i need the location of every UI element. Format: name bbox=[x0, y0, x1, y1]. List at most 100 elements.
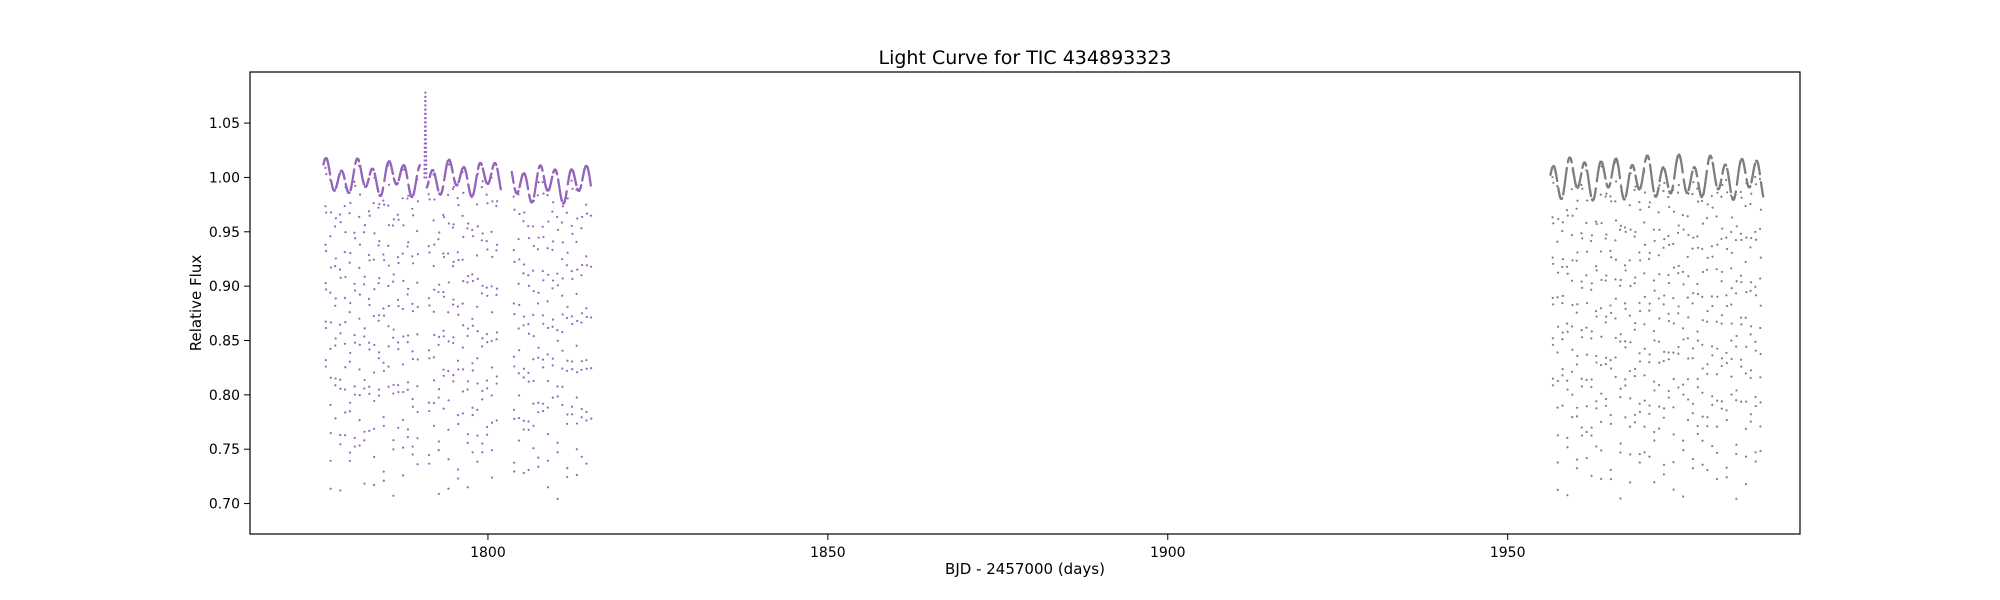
data-point bbox=[353, 341, 357, 344]
data-point bbox=[372, 483, 376, 487]
data-point bbox=[387, 385, 390, 388]
data-point bbox=[1672, 488, 1675, 491]
data-point bbox=[1609, 422, 1613, 425]
data-point bbox=[457, 368, 460, 371]
data-point bbox=[324, 326, 328, 330]
data-point bbox=[1705, 169, 1708, 172]
data-point bbox=[1614, 239, 1617, 242]
data-point bbox=[348, 459, 352, 462]
data-point bbox=[1565, 209, 1569, 212]
data-point bbox=[589, 184, 592, 187]
data-point bbox=[329, 376, 332, 379]
data-point bbox=[372, 314, 375, 318]
data-point bbox=[566, 413, 569, 416]
data-point bbox=[585, 307, 588, 310]
data-point bbox=[378, 277, 381, 280]
data-point bbox=[348, 261, 351, 264]
data-point bbox=[382, 416, 385, 419]
data-point bbox=[471, 406, 474, 409]
data-point bbox=[1696, 330, 1699, 333]
data-point bbox=[427, 180, 430, 183]
data-point bbox=[513, 208, 516, 211]
data-point bbox=[1643, 399, 1646, 402]
data-point bbox=[367, 253, 371, 257]
data-point bbox=[438, 231, 441, 234]
data-point bbox=[451, 171, 454, 174]
data-point bbox=[576, 268, 579, 271]
data-point bbox=[343, 204, 346, 208]
data-point bbox=[349, 301, 352, 305]
data-point bbox=[1590, 426, 1593, 429]
data-point bbox=[1576, 303, 1579, 306]
data-point bbox=[397, 218, 400, 221]
data-point bbox=[401, 363, 404, 366]
data-point bbox=[1576, 199, 1579, 202]
data-point bbox=[1609, 468, 1612, 472]
data-point bbox=[541, 181, 544, 184]
data-point bbox=[368, 303, 371, 307]
data-point bbox=[1629, 341, 1632, 344]
data-point bbox=[1551, 343, 1555, 346]
data-point bbox=[1556, 325, 1560, 328]
data-point bbox=[1590, 337, 1593, 340]
data-point bbox=[537, 401, 540, 404]
data-point bbox=[1580, 280, 1583, 283]
data-point bbox=[476, 357, 479, 360]
data-point bbox=[570, 405, 574, 408]
data-point bbox=[566, 305, 569, 308]
data-point bbox=[1648, 309, 1651, 312]
data-point bbox=[1691, 170, 1694, 173]
data-point bbox=[536, 194, 539, 197]
data-point bbox=[551, 248, 554, 252]
data-point bbox=[1638, 360, 1642, 363]
data-point bbox=[1605, 233, 1608, 236]
data-point bbox=[382, 479, 385, 482]
data-point bbox=[415, 178, 419, 181]
data-point bbox=[325, 249, 328, 253]
data-point bbox=[462, 324, 465, 327]
data-point bbox=[1638, 251, 1641, 254]
data-point bbox=[377, 244, 380, 247]
data-point bbox=[382, 314, 386, 317]
data-point bbox=[411, 405, 414, 408]
data-point bbox=[1643, 170, 1646, 173]
data-point bbox=[527, 237, 531, 240]
data-point bbox=[348, 191, 351, 194]
data-point bbox=[580, 360, 583, 363]
data-point bbox=[495, 375, 498, 378]
data-point bbox=[406, 177, 409, 180]
data-point bbox=[561, 277, 564, 280]
data-point bbox=[447, 252, 450, 255]
data-point bbox=[527, 274, 530, 277]
data-point bbox=[1681, 383, 1685, 386]
data-point bbox=[565, 264, 568, 267]
data-point bbox=[456, 197, 459, 200]
data-point bbox=[1614, 375, 1617, 379]
data-point bbox=[486, 202, 489, 205]
data-point bbox=[561, 205, 564, 208]
data-point bbox=[392, 328, 395, 331]
data-point bbox=[334, 217, 337, 220]
data-point bbox=[1696, 293, 1700, 296]
data-point bbox=[363, 482, 366, 485]
data-point bbox=[589, 265, 593, 268]
data-point bbox=[491, 200, 494, 203]
data-point bbox=[1672, 297, 1675, 300]
data-point bbox=[490, 285, 493, 288]
data-point bbox=[1638, 410, 1642, 414]
data-point bbox=[585, 255, 588, 258]
data-point bbox=[1552, 262, 1555, 265]
data-point bbox=[1643, 295, 1646, 298]
data-point bbox=[556, 441, 559, 444]
data-point bbox=[541, 269, 544, 273]
data-point bbox=[1633, 328, 1636, 331]
data-point bbox=[396, 181, 399, 185]
data-point bbox=[1653, 380, 1656, 383]
data-point bbox=[373, 455, 376, 459]
data-point bbox=[432, 219, 435, 222]
data-point bbox=[471, 235, 475, 238]
data-point bbox=[466, 441, 469, 444]
data-point bbox=[542, 322, 545, 325]
data-point bbox=[1691, 457, 1695, 461]
data-point bbox=[1585, 302, 1589, 305]
